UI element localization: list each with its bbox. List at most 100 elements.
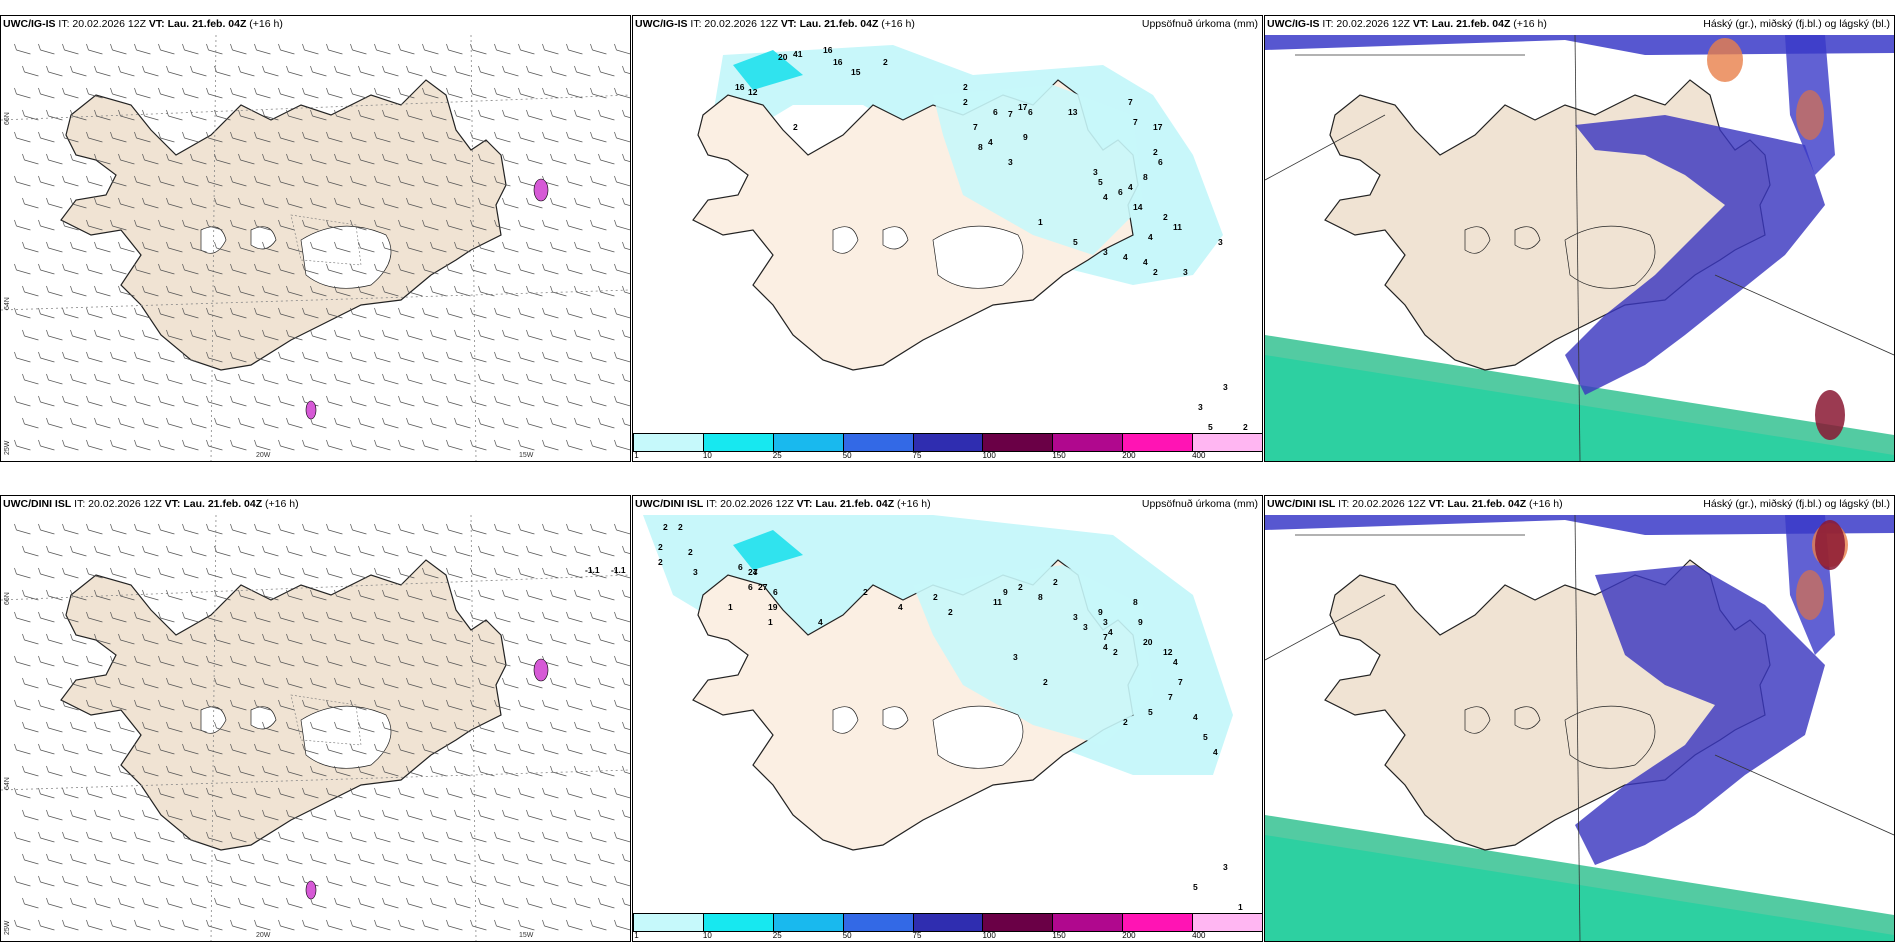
wind-map[interactable]: 66N 64N 25W 20W 15W xyxy=(1,35,630,461)
wind-barb xyxy=(398,131,415,143)
wind-barb xyxy=(158,743,175,755)
wind-barb xyxy=(358,65,375,77)
precip-value-label: 4 xyxy=(1173,657,1178,667)
wind-barb xyxy=(310,153,327,165)
wind-barb xyxy=(590,439,607,451)
wind-barb xyxy=(182,743,199,755)
wind-barb xyxy=(406,197,423,209)
iceland-landmass xyxy=(60,559,507,851)
wind-barb xyxy=(110,87,127,99)
cloud-map[interactable] xyxy=(1265,35,1894,461)
wind-barb xyxy=(614,395,630,407)
cloud-map[interactable] xyxy=(1265,515,1894,941)
wind-barb xyxy=(406,633,423,645)
wind-barb xyxy=(398,655,415,667)
wind-barb xyxy=(230,395,247,407)
wind-barb xyxy=(278,395,295,407)
wind-barb xyxy=(70,545,87,557)
precip-map[interactable]: 2 2 2 2 3 2 6 24 7 6 27 6 19 1 1 4 2 4 2 2 11 9 2 8 2 3 3 3 7 4 3 2 9 4 2 8… xyxy=(633,515,1262,941)
precip-value-label: 16 xyxy=(833,57,843,67)
wind-barb xyxy=(406,241,423,253)
wind-barb xyxy=(62,43,79,55)
wind-barb xyxy=(398,919,415,931)
valid-time: Lau. 21.feb. 04Z xyxy=(1447,498,1527,510)
wind-barb xyxy=(142,765,159,777)
wind-barb xyxy=(502,109,519,121)
wind-barb xyxy=(142,373,159,385)
wind-barb xyxy=(142,329,159,341)
wind-barb xyxy=(398,567,415,579)
wind-barb xyxy=(310,417,327,429)
wind-barb xyxy=(494,831,511,843)
wind-barb xyxy=(574,109,591,121)
wind-barb xyxy=(598,285,615,297)
wind-barb xyxy=(574,373,591,385)
wind-barb xyxy=(478,545,495,557)
wind-barb xyxy=(62,219,79,231)
glacier-outline xyxy=(1514,226,1541,250)
wind-barb xyxy=(454,417,471,429)
wind-barb xyxy=(590,875,607,887)
precip-map[interactable]: 20 41 16 16 15 2 16 12 2 2 2 7 8 6 7 17 6 9 4 3 13 7 7 17 2 6 8 4 3 5… xyxy=(633,35,1262,461)
wind-barb xyxy=(230,743,247,755)
precip-value-label: 7 xyxy=(1178,677,1183,687)
wind-barb xyxy=(430,633,447,645)
wind-barb xyxy=(614,307,630,319)
wind-barb xyxy=(374,175,391,187)
wind-barb xyxy=(38,875,55,887)
wind-barb xyxy=(134,831,151,843)
wind-barb xyxy=(70,65,87,77)
wind-barb xyxy=(190,153,207,165)
wind-barb xyxy=(70,153,87,165)
wind-barb xyxy=(310,897,327,909)
wind-barb xyxy=(446,787,463,799)
wind-barb xyxy=(382,765,399,777)
wind-barb xyxy=(526,633,543,645)
wind-barb xyxy=(62,743,79,755)
wind-barb xyxy=(214,633,231,645)
precip-value-label: 3 xyxy=(1013,652,1018,662)
wind-barb xyxy=(70,589,87,601)
wind-barb xyxy=(334,633,351,645)
wind-barb xyxy=(406,721,423,733)
wind-barb xyxy=(470,743,487,755)
wind-barb xyxy=(446,87,463,99)
wind-barb xyxy=(358,721,375,733)
wind-barb xyxy=(238,153,255,165)
wind-barb xyxy=(614,523,630,535)
wind-barb xyxy=(598,197,615,209)
wind-barb xyxy=(526,373,543,385)
wind-barb xyxy=(214,765,231,777)
wind-barb xyxy=(550,65,567,77)
wind-barb xyxy=(454,809,471,821)
precip-colorbar: 1 10 25 50 75 100 150 200 400 xyxy=(633,433,1262,461)
wind-barb xyxy=(422,787,439,799)
wind-barb xyxy=(278,699,295,711)
wind-barb xyxy=(398,699,415,711)
wind-barb xyxy=(118,197,135,209)
wind-barb xyxy=(70,329,87,341)
wind-barb xyxy=(142,677,159,689)
precip-value-label: 16 xyxy=(735,82,745,92)
wind-barb xyxy=(214,373,231,385)
wind-barb xyxy=(238,809,255,821)
wind-barb xyxy=(446,351,463,363)
wind-barb xyxy=(238,373,255,385)
wind-barb xyxy=(598,897,615,909)
wind-barb xyxy=(118,809,135,821)
wind-map[interactable]: 66N 64N 25W 20W 15W -1.1 -1.1 xyxy=(1,515,630,941)
wind-barb xyxy=(302,787,319,799)
wind-barb xyxy=(134,43,151,55)
wind-barb xyxy=(614,699,630,711)
wind-barb xyxy=(334,721,351,733)
wind-barb xyxy=(622,589,630,598)
wind-barb xyxy=(542,351,559,363)
wind-barb xyxy=(302,219,319,231)
wind-barb xyxy=(110,307,127,319)
wind-barb xyxy=(326,307,343,319)
wind-barb xyxy=(326,567,343,579)
wind-barb xyxy=(230,43,247,55)
wind-barb xyxy=(470,307,487,319)
precip-value-label: 4 xyxy=(1108,627,1113,637)
wind-barb xyxy=(158,263,175,275)
